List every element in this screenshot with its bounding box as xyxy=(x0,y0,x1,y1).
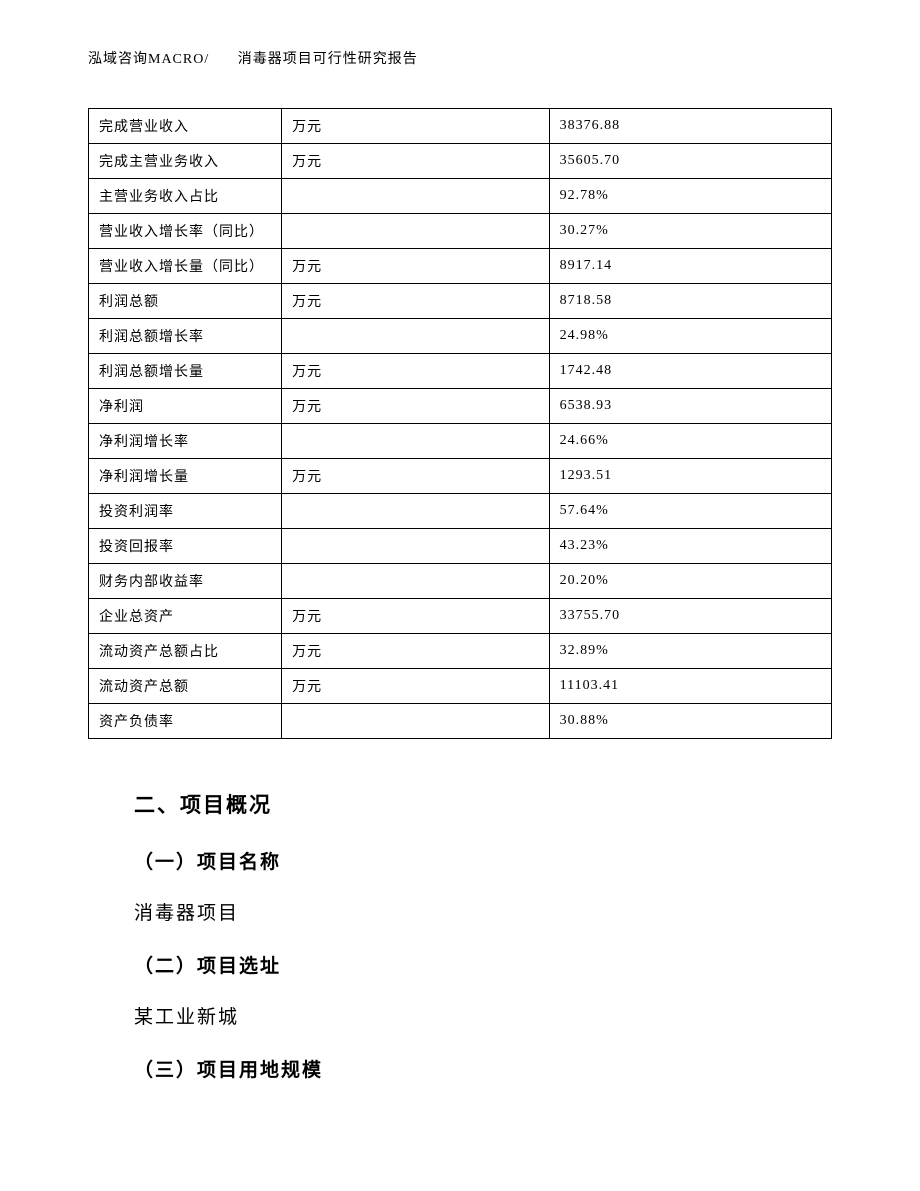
cell-unit: 万元 xyxy=(282,599,549,634)
subsection-project-location: （二）项目选址 某工业新城 xyxy=(134,951,832,1029)
subsection-title: （二）项目选址 xyxy=(134,951,832,978)
cell-unit: 万元 xyxy=(282,284,549,319)
cell-unit: 万元 xyxy=(282,109,549,144)
cell-value: 43.23% xyxy=(549,529,831,564)
table-row: 主营业务收入占比 92.78% xyxy=(89,179,832,214)
cell-label: 营业收入增长率（同比） xyxy=(89,214,282,249)
cell-label: 利润总额增长率 xyxy=(89,319,282,354)
cell-label: 投资利润率 xyxy=(89,494,282,529)
cell-label: 资产负债率 xyxy=(89,704,282,739)
cell-label: 净利润增长率 xyxy=(89,424,282,459)
table-row: 完成营业收入万元38376.88 xyxy=(89,109,832,144)
cell-value: 24.66% xyxy=(549,424,831,459)
cell-value: 38376.88 xyxy=(549,109,831,144)
table-row: 利润总额增长率 24.98% xyxy=(89,319,832,354)
cell-value: 30.27% xyxy=(549,214,831,249)
table-row: 企业总资产万元33755.70 xyxy=(89,599,832,634)
cell-label: 流动资产总额 xyxy=(89,669,282,704)
subsection-project-name: （一）项目名称 消毒器项目 xyxy=(134,847,832,925)
table-row: 投资回报率 43.23% xyxy=(89,529,832,564)
table-row: 营业收入增长量（同比）万元8917.14 xyxy=(89,249,832,284)
cell-value: 35605.70 xyxy=(549,144,831,179)
subsection-project-land: （三）项目用地规模 xyxy=(134,1055,832,1082)
table-row: 完成主营业务收入万元35605.70 xyxy=(89,144,832,179)
cell-unit xyxy=(282,529,549,564)
table-row: 财务内部收益率 20.20% xyxy=(89,564,832,599)
cell-label: 净利润增长量 xyxy=(89,459,282,494)
cell-unit: 万元 xyxy=(282,669,549,704)
cell-value: 30.88% xyxy=(549,704,831,739)
cell-label: 利润总额增长量 xyxy=(89,354,282,389)
cell-unit xyxy=(282,564,549,599)
subsection-content: 消毒器项目 xyxy=(134,898,832,925)
cell-value: 20.20% xyxy=(549,564,831,599)
cell-value: 92.78% xyxy=(549,179,831,214)
cell-value: 1293.51 xyxy=(549,459,831,494)
cell-unit xyxy=(282,214,549,249)
cell-unit: 万元 xyxy=(282,459,549,494)
cell-unit xyxy=(282,319,549,354)
cell-label: 利润总额 xyxy=(89,284,282,319)
cell-value: 24.98% xyxy=(549,319,831,354)
cell-label: 净利润 xyxy=(89,389,282,424)
header-title: 消毒器项目可行性研究报告 xyxy=(238,52,418,67)
cell-value: 1742.48 xyxy=(549,354,831,389)
subsection-title: （一）项目名称 xyxy=(134,847,832,874)
table-row: 净利润增长量万元1293.51 xyxy=(89,459,832,494)
table-row: 利润总额增长量万元1742.48 xyxy=(89,354,832,389)
page-header: 泓域咨询MACRO/ 消毒器项目可行性研究报告 xyxy=(88,48,832,68)
cell-label: 企业总资产 xyxy=(89,599,282,634)
cell-value: 11103.41 xyxy=(549,669,831,704)
cell-unit xyxy=(282,704,549,739)
section-overview: 二、项目概况 （一）项目名称 消毒器项目 （二）项目选址 某工业新城 （三）项目… xyxy=(88,789,832,1082)
table-row: 净利润万元6538.93 xyxy=(89,389,832,424)
subsection-title: （三）项目用地规模 xyxy=(134,1055,832,1082)
table-row: 净利润增长率 24.66% xyxy=(89,424,832,459)
cell-label: 完成主营业务收入 xyxy=(89,144,282,179)
subsection-content: 某工业新城 xyxy=(134,1002,832,1029)
cell-value: 6538.93 xyxy=(549,389,831,424)
table-row: 流动资产总额占比万元32.89% xyxy=(89,634,832,669)
financial-table-body: 完成营业收入万元38376.88 完成主营业务收入万元35605.70 主营业务… xyxy=(89,109,832,739)
cell-value: 57.64% xyxy=(549,494,831,529)
cell-unit: 万元 xyxy=(282,354,549,389)
table-row: 营业收入增长率（同比） 30.27% xyxy=(89,214,832,249)
cell-label: 流动资产总额占比 xyxy=(89,634,282,669)
cell-value: 32.89% xyxy=(549,634,831,669)
cell-label: 主营业务收入占比 xyxy=(89,179,282,214)
cell-value: 33755.70 xyxy=(549,599,831,634)
cell-unit: 万元 xyxy=(282,144,549,179)
cell-unit xyxy=(282,424,549,459)
header-company: 泓域咨询MACRO/ xyxy=(88,52,209,67)
cell-value: 8718.58 xyxy=(549,284,831,319)
table-row: 流动资产总额万元11103.41 xyxy=(89,669,832,704)
cell-unit xyxy=(282,494,549,529)
cell-unit xyxy=(282,179,549,214)
cell-label: 财务内部收益率 xyxy=(89,564,282,599)
financial-table: 完成营业收入万元38376.88 完成主营业务收入万元35605.70 主营业务… xyxy=(88,108,832,739)
cell-label: 营业收入增长量（同比） xyxy=(89,249,282,284)
cell-label: 完成营业收入 xyxy=(89,109,282,144)
cell-unit: 万元 xyxy=(282,249,549,284)
cell-value: 8917.14 xyxy=(549,249,831,284)
table-row: 利润总额万元8718.58 xyxy=(89,284,832,319)
table-row: 资产负债率 30.88% xyxy=(89,704,832,739)
section-heading: 二、项目概况 xyxy=(134,789,832,819)
cell-unit: 万元 xyxy=(282,389,549,424)
cell-label: 投资回报率 xyxy=(89,529,282,564)
cell-unit: 万元 xyxy=(282,634,549,669)
table-row: 投资利润率 57.64% xyxy=(89,494,832,529)
